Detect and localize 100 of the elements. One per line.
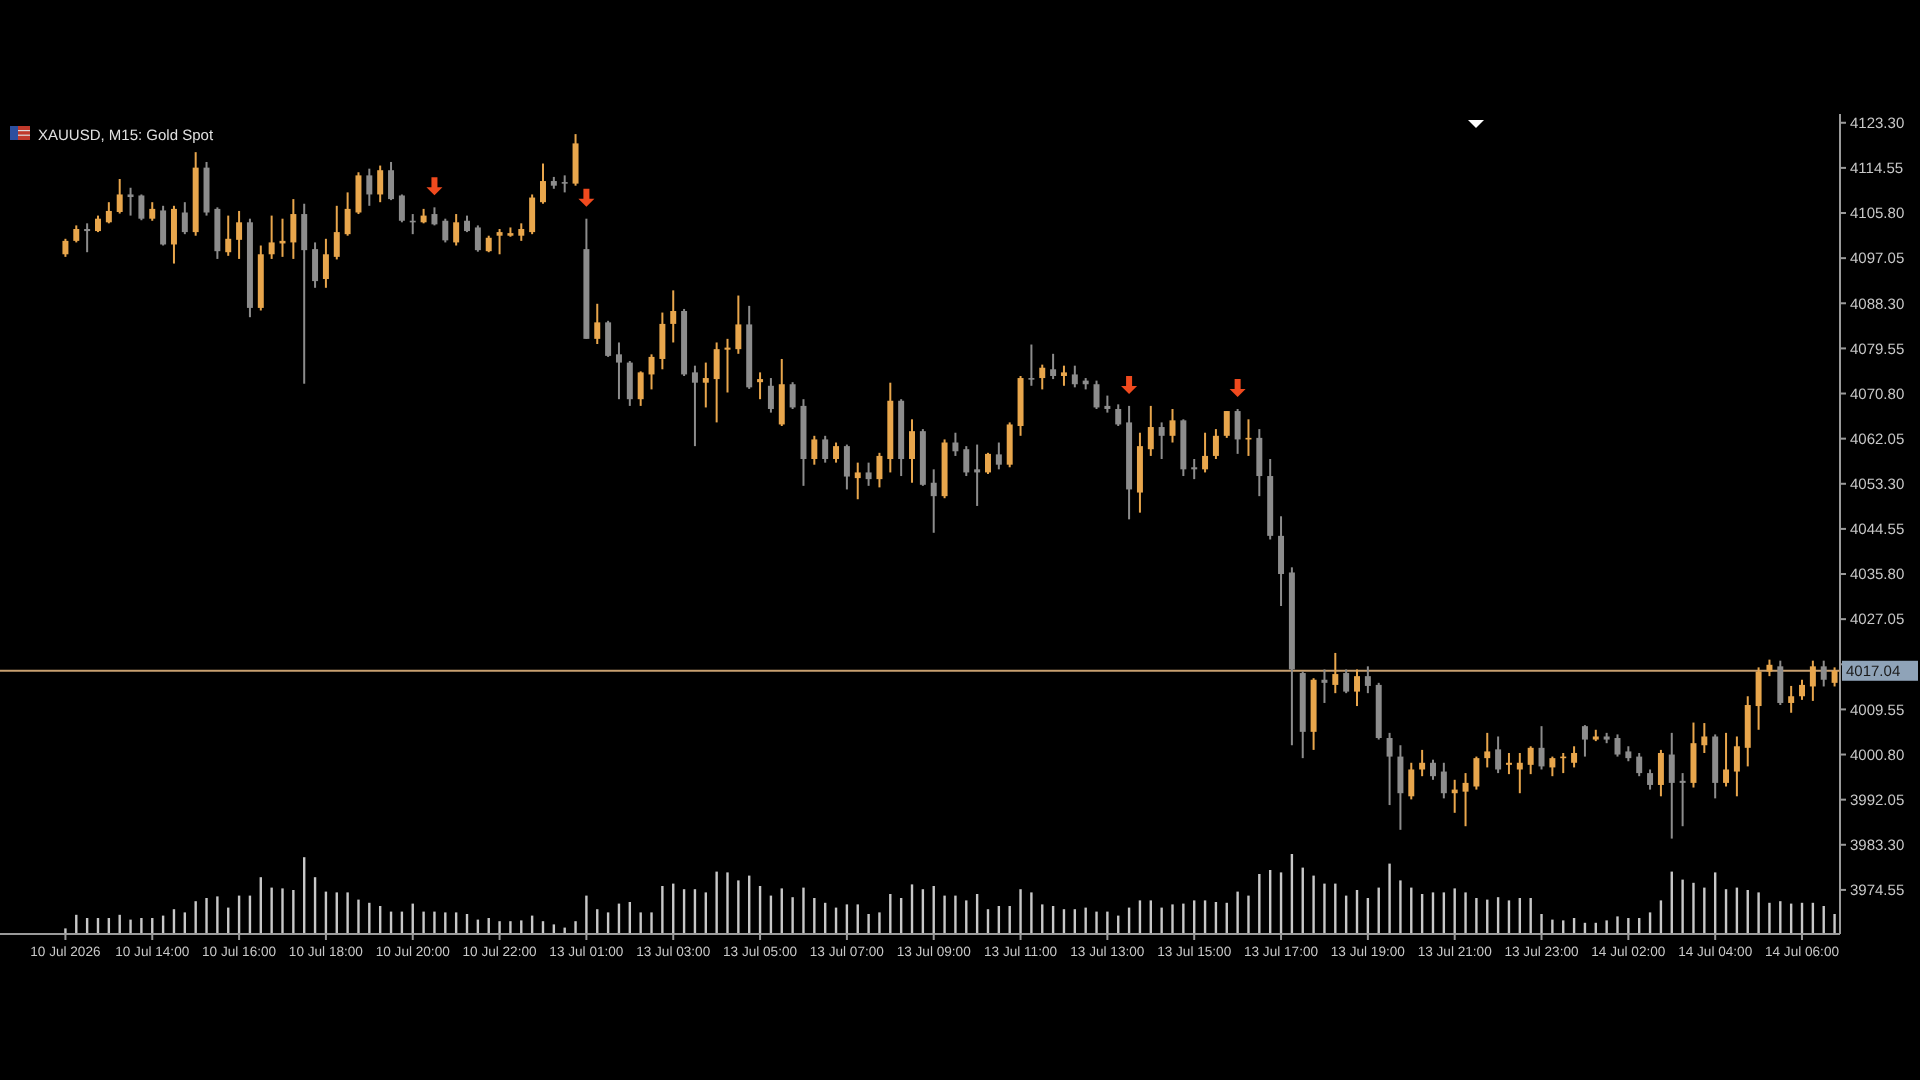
candlestick <box>1516 751 1523 795</box>
candlestick <box>138 193 145 222</box>
candlestick <box>833 441 840 464</box>
candlestick <box>1256 428 1263 498</box>
candlestick <box>1581 724 1588 758</box>
candlestick <box>648 353 655 391</box>
candlestick <box>637 370 644 407</box>
candlestick <box>214 206 221 260</box>
candlestick <box>1028 343 1035 387</box>
candlestick <box>1202 431 1209 474</box>
candlestick <box>1397 744 1404 831</box>
candlestick <box>626 360 633 407</box>
candlestick <box>301 202 308 385</box>
candlestick <box>322 237 329 289</box>
candlestick <box>1527 745 1534 776</box>
candlestick <box>312 241 319 289</box>
candlestick <box>105 201 112 225</box>
candlestick <box>1538 725 1545 771</box>
candlestick <box>985 451 991 475</box>
candlestick <box>1733 735 1740 798</box>
candlestick <box>377 164 384 204</box>
candlestick <box>1278 515 1285 607</box>
candlestick <box>1571 745 1578 769</box>
candlestick <box>952 431 959 457</box>
candlestick <box>149 201 156 222</box>
candlestick <box>1136 431 1143 514</box>
candlestick <box>453 213 460 247</box>
candlestick <box>290 198 297 260</box>
candlestick <box>659 311 666 371</box>
candlestick <box>843 443 850 491</box>
candlestick <box>615 341 622 401</box>
candlestick <box>713 341 720 424</box>
candlestick <box>398 193 405 224</box>
candlestick <box>1495 735 1502 775</box>
candlestick <box>1820 659 1827 688</box>
candlestick <box>1799 678 1805 701</box>
candlestick <box>236 209 243 260</box>
candlestick <box>442 217 449 244</box>
candlestick <box>1430 758 1436 781</box>
candlestick <box>822 434 829 464</box>
candlestick <box>1657 748 1664 798</box>
candlestick <box>1668 731 1675 840</box>
candlestick <box>496 228 503 256</box>
candlestick <box>1115 403 1122 428</box>
candlestick <box>62 237 69 258</box>
candlestick <box>431 206 438 227</box>
candlestick <box>930 468 937 534</box>
candlestick <box>1017 374 1024 437</box>
candlestick <box>1809 659 1816 702</box>
candlestick <box>1158 421 1165 461</box>
candlestick <box>1723 731 1730 788</box>
candlestick <box>1505 751 1512 776</box>
candlestick <box>1712 733 1719 800</box>
candlestick <box>702 361 709 409</box>
candlestick <box>778 357 785 428</box>
candlestick <box>1408 761 1415 801</box>
candlestick <box>1679 772 1686 828</box>
candlestick <box>1386 731 1393 807</box>
candlestick <box>1647 768 1654 791</box>
candlestick <box>1071 364 1078 389</box>
candlestick <box>474 224 481 253</box>
candlestick <box>735 294 742 355</box>
candlestick <box>1549 755 1556 778</box>
candlestick <box>1332 651 1339 695</box>
candlestick <box>865 461 872 487</box>
candlestick <box>1321 668 1328 704</box>
candlestick <box>181 201 188 236</box>
candlestick <box>909 418 915 484</box>
candlestick <box>811 434 818 466</box>
candlestick <box>333 204 340 261</box>
candlestick <box>854 461 861 501</box>
candlestick <box>974 443 981 507</box>
candlestick <box>127 186 134 217</box>
candlestick <box>1364 665 1371 695</box>
candlestick <box>1343 668 1350 695</box>
candlestick <box>1788 684 1795 714</box>
candlestick <box>1354 668 1360 708</box>
candlestick <box>529 193 536 236</box>
candlestick <box>605 319 612 358</box>
candlestick <box>1473 755 1480 791</box>
candlestick <box>1050 352 1057 381</box>
candlestick <box>594 302 601 346</box>
candlestick <box>1440 761 1447 800</box>
candlestick <box>963 445 970 478</box>
candlestick <box>1212 428 1219 461</box>
candlestick <box>203 160 210 217</box>
candlestick <box>995 441 1002 471</box>
candlestick <box>1419 748 1426 778</box>
candlestick <box>1755 666 1762 731</box>
candlestick <box>1831 666 1838 688</box>
candlestick <box>84 222 91 254</box>
candlestick <box>355 171 362 216</box>
candlestick <box>1701 722 1708 754</box>
candlestick <box>1223 410 1230 439</box>
candlestick <box>540 162 546 205</box>
candlestick <box>1006 421 1013 469</box>
candlestick <box>1191 458 1198 481</box>
candlestick <box>225 214 232 257</box>
candlestick <box>344 191 351 237</box>
candlestick <box>757 371 764 401</box>
